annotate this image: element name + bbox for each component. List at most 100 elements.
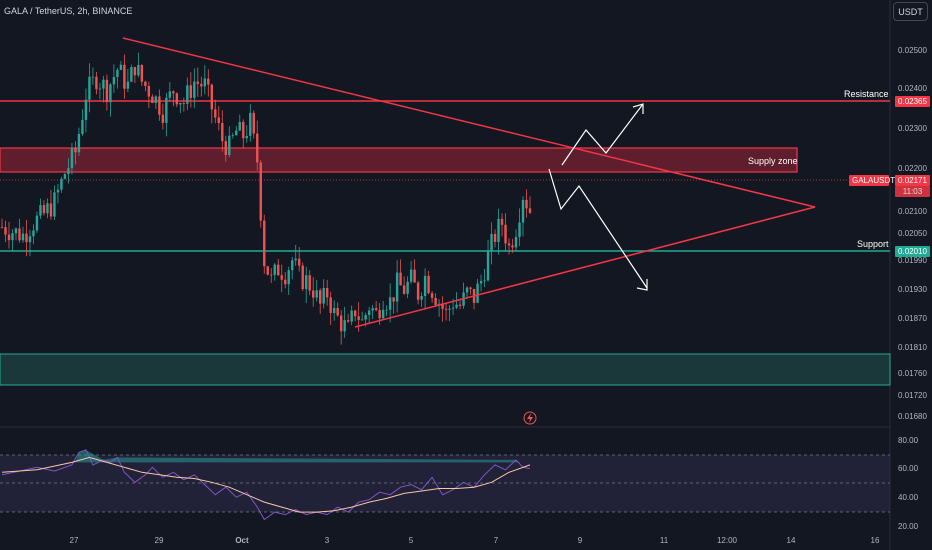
candle-body <box>270 274 273 276</box>
candle-body <box>350 310 353 322</box>
rsi-ma-line[interactable] <box>1 456 531 513</box>
candle-body <box>514 237 518 248</box>
candle-body <box>312 290 315 298</box>
candle-body <box>186 85 189 104</box>
rsi-band <box>0 455 890 512</box>
demand-zone[interactable] <box>0 353 891 386</box>
chart-title[interactable]: GALA / TetherUS, 2h, BINANCE <box>4 6 133 16</box>
candle-body <box>277 264 280 276</box>
candle-body <box>116 69 119 78</box>
candle-body <box>151 96 154 104</box>
candle-body <box>263 220 266 267</box>
candle-body <box>479 280 483 284</box>
candle-body <box>402 285 406 294</box>
candle-body <box>486 250 490 281</box>
candles-group <box>0 52 532 345</box>
rsi-axis[interactable]: 80.00 60.00 40.00 20.00 <box>898 436 919 531</box>
rsi-tick-label: 60.00 <box>898 464 919 473</box>
upper-trendline[interactable] <box>122 37 816 208</box>
candle-body <box>137 64 140 76</box>
price-tick-label: 0.01760 <box>898 369 927 378</box>
candle-body <box>214 109 217 118</box>
candle-body <box>504 224 507 244</box>
candle-body <box>42 205 46 214</box>
candle-body <box>119 64 123 70</box>
support-label[interactable]: Support <box>857 239 889 249</box>
candle-body <box>458 304 462 306</box>
candle-body <box>353 310 357 317</box>
price-tick-label: 0.02050 <box>898 229 927 238</box>
candle-body <box>245 135 248 139</box>
candle-body <box>483 280 486 282</box>
candle-body <box>511 245 514 248</box>
candle-body <box>427 275 430 294</box>
bullish-scenario-arrow[interactable] <box>561 103 644 166</box>
candle-body <box>249 112 252 136</box>
candle-body <box>444 308 448 310</box>
supply-zone[interactable] <box>0 147 798 173</box>
candle-body <box>203 78 207 87</box>
price-tick-label: 0.01680 <box>898 412 927 421</box>
candle-body <box>430 293 434 299</box>
candle-body <box>0 226 4 228</box>
candle-body <box>60 178 63 190</box>
candle-body <box>18 228 21 241</box>
candle-body <box>182 103 186 104</box>
price-tick-label: 0.02200 <box>898 164 927 173</box>
support-price-tag[interactable]: 0.02010 <box>895 246 930 257</box>
candle-body <box>291 260 294 271</box>
rsi-line[interactable] <box>1 449 531 521</box>
candle-body <box>88 76 91 100</box>
candle-body <box>378 310 381 319</box>
candle-body <box>49 203 53 217</box>
date-tick-label: 12:00 <box>717 536 738 545</box>
candle-body <box>325 288 329 298</box>
currency-button[interactable]: USDT <box>893 2 928 21</box>
rsi-tick-label: 40.00 <box>898 493 919 502</box>
lightning-alert-icon[interactable] <box>523 411 537 425</box>
candle-body <box>242 121 245 139</box>
candle-body <box>294 258 297 261</box>
date-tick-label: 27 <box>70 536 79 545</box>
candle-body <box>189 85 193 98</box>
price-tick-label: 0.02400 <box>898 84 927 93</box>
resistance-price-tag[interactable]: 0.02365 <box>895 96 930 107</box>
candle-body <box>158 96 161 115</box>
candle-body <box>217 117 220 124</box>
last-price-tag[interactable]: 0.02171 <box>895 175 930 186</box>
candle-body <box>406 281 409 294</box>
candle-body <box>336 307 339 316</box>
candle-body <box>228 135 231 155</box>
candle-body <box>518 222 521 238</box>
bearish-scenario-arrow[interactable] <box>548 168 648 291</box>
candle-body <box>28 236 32 243</box>
candle-body <box>70 147 74 169</box>
price-axis[interactable]: 0.02500 0.02400 0.02300 0.02200 0.02100 0.020… <box>898 46 927 421</box>
candle-body <box>381 309 385 319</box>
time-axis[interactable]: 27 29 Oct 3 5 7 9 11 12:00 14 16 <box>70 536 880 545</box>
candle-body <box>332 307 336 314</box>
candle-body <box>165 97 168 123</box>
lower-trendline[interactable] <box>354 206 816 328</box>
candle-body <box>507 243 511 246</box>
candle-body <box>298 258 301 266</box>
candle-body <box>35 215 39 231</box>
supply-zone-label[interactable]: Supply zone <box>748 156 798 166</box>
candle-body <box>490 233 493 251</box>
candle-body <box>130 67 133 82</box>
symbol-tag[interactable]: GALAUSDT <box>849 175 895 186</box>
price-tick-label: 0.01990 <box>898 256 927 265</box>
candle-body <box>21 233 25 241</box>
candle-body <box>77 133 81 153</box>
candle-body <box>451 307 455 309</box>
candle-body <box>140 64 144 82</box>
candle-body <box>196 81 200 84</box>
price-tick-label: 0.01810 <box>898 343 927 352</box>
resistance-label[interactable]: Resistance <box>844 89 889 99</box>
candle-body <box>500 218 504 225</box>
candle-body <box>399 272 402 286</box>
rsi-tick-label: 80.00 <box>898 436 919 445</box>
candle-body <box>448 308 451 310</box>
candle-body <box>409 269 413 282</box>
